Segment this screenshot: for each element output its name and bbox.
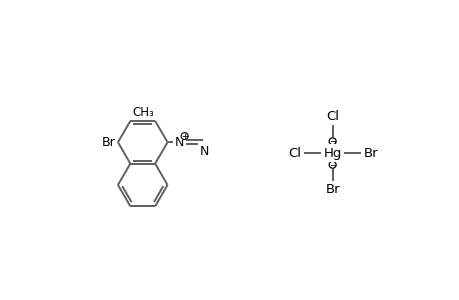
Text: Cl: Cl	[288, 146, 301, 160]
Text: CH₃: CH₃	[132, 106, 153, 118]
Text: Br: Br	[363, 146, 377, 160]
Circle shape	[329, 161, 336, 168]
Text: N: N	[174, 136, 184, 149]
Text: +: +	[180, 132, 188, 141]
Text: −: −	[328, 137, 336, 146]
Circle shape	[329, 138, 336, 145]
Text: N: N	[200, 145, 209, 158]
Text: Br: Br	[101, 136, 115, 149]
Text: −: −	[328, 160, 336, 169]
Text: Cl: Cl	[325, 110, 338, 123]
Text: Br: Br	[325, 183, 339, 196]
Circle shape	[181, 133, 188, 140]
Text: Hg: Hg	[323, 146, 341, 160]
